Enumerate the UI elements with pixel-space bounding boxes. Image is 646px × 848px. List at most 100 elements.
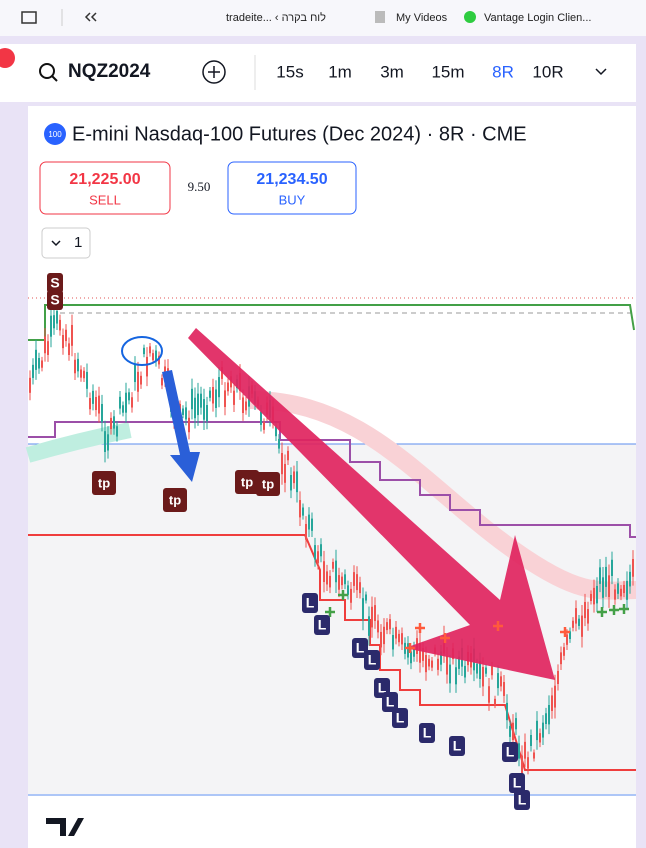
trade-sign — [325, 607, 335, 617]
indicators-count: 1 — [74, 234, 82, 251]
candle-body — [509, 726, 511, 737]
sell-button[interactable] — [39, 161, 171, 215]
candle-body — [533, 752, 535, 759]
ma-band — [25, 422, 132, 463]
candle-body — [488, 686, 490, 703]
candle-body — [227, 382, 229, 392]
candle-body — [629, 571, 631, 587]
candle-body — [338, 575, 340, 590]
marker-box — [92, 471, 116, 495]
interval[interactable]: 3m — [380, 62, 404, 81]
tv-logo — [46, 818, 84, 836]
candle-body — [98, 395, 100, 414]
marker-label: S — [50, 292, 59, 308]
candle-body — [623, 584, 625, 594]
candle-body — [536, 720, 538, 741]
candle-body — [587, 609, 589, 624]
bookmark-icon — [464, 11, 476, 23]
candle-body — [104, 431, 106, 452]
candle-body — [515, 718, 517, 730]
interval-dropdown[interactable] — [595, 68, 607, 76]
interval[interactable]: 15s — [276, 62, 303, 81]
annotation-circle — [121, 336, 163, 366]
candle-body — [278, 438, 280, 449]
candle-body — [569, 631, 571, 640]
marker-box — [47, 290, 63, 310]
candle-body — [44, 336, 46, 354]
indicators-toggle[interactable] — [41, 227, 91, 259]
candle-body — [353, 572, 355, 586]
candle-body — [218, 377, 220, 398]
candle-body — [332, 561, 334, 569]
marker-label: L — [306, 595, 315, 611]
candle-body — [374, 605, 376, 621]
candle-body — [158, 355, 160, 365]
candle-body — [542, 722, 544, 738]
compare-button[interactable] — [202, 60, 226, 84]
candle-body — [503, 682, 505, 696]
trade-sign — [338, 590, 348, 600]
candle-body — [398, 633, 400, 643]
candle-body — [50, 315, 52, 337]
annotation-arrow — [162, 370, 200, 482]
candle-body — [494, 698, 496, 706]
bookmark[interactable]: Vantage Login Clien... — [484, 12, 591, 24]
candle-body — [554, 685, 556, 708]
marker-label: L — [506, 744, 515, 760]
candle-body — [572, 620, 574, 628]
candle-body — [77, 358, 79, 372]
candle-body — [518, 743, 520, 759]
sell-label: SELL — [89, 192, 121, 207]
candle-body — [539, 733, 541, 743]
candle-body — [314, 545, 316, 560]
candle-body — [197, 393, 199, 416]
marker-label: L — [396, 710, 405, 726]
candle-body — [377, 620, 379, 633]
candle-body — [212, 387, 214, 404]
candle-body — [350, 588, 352, 603]
interval[interactable]: 15m — [431, 62, 464, 81]
interval[interactable]: 10R — [532, 62, 563, 81]
collapse-icon[interactable] — [84, 12, 97, 22]
candle-body — [581, 615, 583, 637]
candle-body — [482, 666, 484, 687]
candle-body — [335, 560, 337, 583]
candle-body — [392, 635, 394, 650]
candle-body — [500, 676, 502, 687]
candle-body — [140, 375, 142, 385]
search-icon[interactable] — [39, 63, 55, 79]
candle-body — [182, 408, 184, 415]
interval-group: 15s 1m 3m 15m 8R 10R — [276, 62, 563, 81]
candle-body — [317, 551, 319, 564]
candle-body — [455, 667, 457, 685]
candle-body — [584, 601, 586, 619]
candle-body — [386, 622, 388, 631]
bookmark[interactable]: tradeite... ‹ לוח בקרה — [226, 11, 326, 24]
marker-label: L — [356, 640, 365, 656]
candle-body — [362, 598, 364, 620]
candle-body — [122, 405, 124, 413]
candle-body — [389, 619, 391, 630]
interval[interactable]: 8R — [492, 62, 514, 81]
trade-sign — [415, 623, 425, 633]
search-icon — [51, 75, 58, 82]
candle-body — [383, 626, 385, 645]
candle-body — [401, 633, 403, 645]
marker-box — [502, 742, 518, 762]
buy-button[interactable] — [227, 161, 357, 215]
marker-label: tp — [262, 476, 274, 491]
candle-body — [320, 544, 322, 557]
bookmark[interactable]: My Videos — [396, 12, 448, 24]
candle-body — [38, 357, 40, 369]
candle-body — [293, 471, 295, 484]
candle-body — [119, 396, 121, 409]
candle-body — [341, 576, 343, 586]
candle-body — [116, 426, 118, 437]
candle-body — [101, 403, 103, 423]
interval[interactable]: 1m — [328, 62, 352, 81]
candle-body — [131, 397, 133, 408]
symbol[interactable]: NQZ2024 — [68, 61, 151, 82]
toolbar — [0, 44, 636, 102]
chart-title: E-mini Nasdaq-100 Futures (Dec 2024) · 8… — [72, 123, 527, 145]
